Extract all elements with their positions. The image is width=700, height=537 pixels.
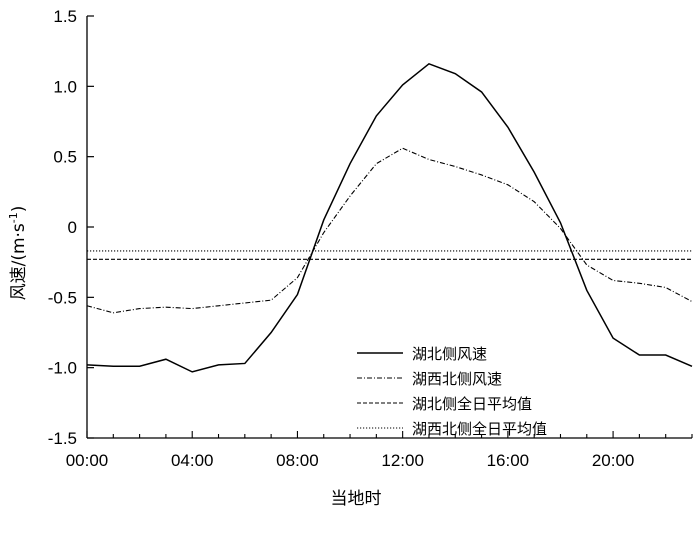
x-tick-label: 12:00: [381, 451, 424, 470]
legend-label-3: 湖北侧全日平均值: [412, 395, 532, 413]
y-tick-label: 1.0: [53, 77, 77, 96]
ticks: 1.5 1.0 0.5 0 -0.5 -1.0 -1.5 00:00 04:00 08:00 12:…: [48, 7, 693, 470]
series-line-1: [86, 62, 693, 373]
y-tick-label: 1.5: [53, 7, 77, 26]
legend-label-4: 湖西北侧全日平均值: [412, 420, 547, 438]
y-tick-label: -1.0: [48, 359, 77, 378]
y-tick-label: -0.5: [48, 288, 77, 307]
y-tick-label: -1.5: [48, 429, 77, 448]
y-axis-title: 风速/(m·s-1): [7, 206, 29, 301]
y-axis-title-close: ): [9, 206, 29, 213]
y-tick-label: 0.5: [53, 148, 77, 167]
x-tick-label: 04:00: [171, 451, 214, 470]
y-tick-label: 0: [68, 218, 77, 237]
x-tick-label: 08:00: [276, 451, 319, 470]
axes: [86, 16, 692, 439]
x-tick-label: 16:00: [487, 451, 530, 470]
legend-label-1: 湖北侧风速: [412, 345, 487, 363]
x-tick-label: 20:00: [592, 451, 635, 470]
series-line-2: [86, 147, 693, 314]
x-axis-title: 当地时: [331, 489, 382, 509]
legend-label-2: 湖西北侧风速: [412, 370, 502, 388]
y-axis-title-sup: -1: [7, 212, 20, 223]
x-tick-label: 00:00: [66, 451, 109, 470]
y-axis-title-main: 风速/(m·s: [9, 223, 29, 300]
series-layer: [86, 62, 693, 373]
